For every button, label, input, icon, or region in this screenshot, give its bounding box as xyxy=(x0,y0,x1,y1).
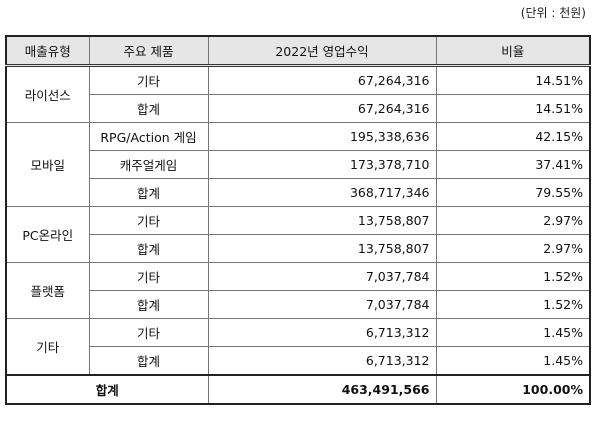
header-row: 매출유형 주요 제품 2022년 영업수익 비율 xyxy=(5,35,591,67)
table-row: 합계 13,758,807 2.97% xyxy=(6,234,591,263)
ratio-cell: 14.51% xyxy=(435,65,591,95)
product-cell: RPG/Action 게임 xyxy=(88,122,209,151)
total-label: 합계 xyxy=(5,374,209,405)
ratio-cell: 1.52% xyxy=(435,290,591,319)
ratio-cell: 2.97% xyxy=(435,234,591,263)
type-cell: 플랫폼 xyxy=(5,262,90,319)
product-cell: 캐주얼게임 xyxy=(88,150,209,179)
table-body: 라이선스 기타 67,264,316 14.51% 합계 67,264,316 14.51%… xyxy=(5,65,591,405)
header-cell: 2022년 영업수익 xyxy=(207,35,437,67)
type-cell: 기타 xyxy=(5,318,90,376)
table-row: 합계 6,713,312 1.45% xyxy=(6,346,591,376)
ratio-cell: 14.51% xyxy=(435,94,591,123)
revenue-table: 매출유형 주요 제품 2022년 영업수익 비율 라이선스 기타 67,264,316 14… xyxy=(5,35,591,405)
ratio-cell: 79.55% xyxy=(435,178,591,207)
ratio-cell: 1.45% xyxy=(435,346,591,376)
header-cell: 주요 제품 xyxy=(88,35,209,67)
revenue-cell: 67,264,316 xyxy=(207,94,437,123)
revenue-cell: 195,338,636 xyxy=(207,122,437,151)
ratio-cell: 37.41% xyxy=(435,150,591,179)
revenue-cell: 7,037,784 xyxy=(207,290,437,319)
type-cell: 라이선스 xyxy=(5,65,90,123)
revenue-cell: 6,713,312 xyxy=(207,318,437,347)
type-cell: PC온라인 xyxy=(5,206,90,263)
table-row: 라이선스 기타 67,264,316 14.51% xyxy=(5,65,591,123)
table-row: 합계 67,264,316 14.51% xyxy=(6,94,591,123)
product-cell: 기타 xyxy=(88,262,209,291)
product-cell: 합계 xyxy=(88,234,209,263)
product-cell: 합계 xyxy=(88,290,209,319)
ratio-cell: 42.15% xyxy=(435,122,591,151)
unit-label: (단위 : 천원) xyxy=(520,6,586,20)
table-row: 모바일 RPG/Action 게임 195,338,636 42.15% xyxy=(5,122,591,207)
revenue-cell: 13,758,807 xyxy=(207,234,437,263)
table-row: 기타 기타 6,713,312 1.45% xyxy=(5,318,591,376)
header-cell: 비율 xyxy=(435,35,591,67)
revenue-cell: 6,713,312 xyxy=(207,346,437,376)
revenue-cell: 7,037,784 xyxy=(207,262,437,291)
product-cell: 합계 xyxy=(88,94,209,123)
revenue-cell: 67,264,316 xyxy=(207,65,437,95)
table-row: 합계 7,037,784 1.52% xyxy=(6,290,591,319)
ratio-cell: 1.45% xyxy=(435,318,591,347)
header-cell: 매출유형 xyxy=(5,35,90,67)
product-cell: 기타 xyxy=(88,65,209,95)
type-cell: 모바일 xyxy=(5,122,90,207)
table-row: 합계 368,717,346 79.55% xyxy=(6,178,591,207)
product-cell: 기타 xyxy=(88,318,209,347)
total-row: 합계 463,491,566 100.00% xyxy=(5,374,591,405)
total-ratio: 100.00% xyxy=(435,374,591,405)
revenue-cell: 173,378,710 xyxy=(207,150,437,179)
product-cell: 합계 xyxy=(88,178,209,207)
total-revenue: 463,491,566 xyxy=(207,374,437,405)
product-cell: 합계 xyxy=(88,346,209,376)
product-cell: 기타 xyxy=(88,206,209,235)
revenue-cell: 13,758,807 xyxy=(207,206,437,235)
table-row: 플랫폼 기타 7,037,784 1.52% xyxy=(5,262,591,319)
table-row: 캐주얼게임 173,378,710 37.41% xyxy=(6,150,591,179)
revenue-cell: 368,717,346 xyxy=(207,178,437,207)
table-row: PC온라인 기타 13,758,807 2.97% xyxy=(5,206,591,263)
ratio-cell: 2.97% xyxy=(435,206,591,235)
ratio-cell: 1.52% xyxy=(435,262,591,291)
